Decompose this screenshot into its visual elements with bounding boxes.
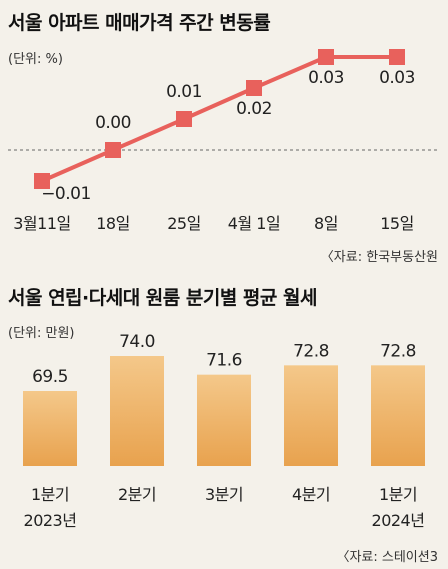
bar-chart-title: 서울 연립·다세대 원룸 분기별 평균 월세 — [8, 287, 317, 309]
line-x-tick-4: 8일 — [314, 214, 338, 233]
line-x-tick-0: 3월11일 — [13, 214, 70, 233]
line-marker-2 — [176, 111, 192, 127]
bar-2 — [197, 374, 251, 466]
line-marker-0 — [34, 173, 50, 189]
line-marker-4 — [318, 49, 334, 65]
bar-chart-source: 〈자료: 스테이션3 — [336, 550, 438, 565]
line-value-label-4: 0.03 — [308, 68, 344, 88]
line-chart: −0.01 0.00 0.01 0.02 0.03 0.03 3월11일 18일 25일 4월 1… — [8, 49, 440, 233]
line-x-tick-2: 25일 — [167, 214, 201, 233]
line-chart-unit: (단위: %) — [8, 52, 63, 67]
line-x-tick-1: 18일 — [96, 214, 130, 233]
bar-value-label-1: 74.0 — [119, 332, 155, 352]
line-value-label-0: −0.01 — [41, 184, 91, 204]
bar-4 — [371, 365, 425, 466]
line-marker-1 — [105, 142, 121, 158]
bar-x-tick-0-0: 1분기 — [31, 485, 69, 504]
line-x-tick-5: 15일 — [380, 214, 414, 233]
bar-x-tick-0-1: 2023년 — [24, 511, 77, 530]
line-x-tick-3: 4월 1일 — [228, 214, 280, 233]
bar-x-tick-2-0: 3분기 — [205, 485, 243, 504]
line-chart-title: 서울 아파트 매매가격 주간 변동률 — [8, 12, 271, 34]
bar-x-tick-3-0: 4분기 — [292, 485, 330, 504]
line-marker-3 — [246, 80, 262, 96]
bar-value-label-0: 69.5 — [32, 367, 68, 387]
line-value-label-2: 0.01 — [166, 82, 202, 102]
line-value-label-1: 0.00 — [95, 113, 131, 133]
line-value-label-5: 0.03 — [379, 68, 415, 88]
bar-0 — [23, 391, 77, 466]
bar-value-label-3: 72.8 — [293, 341, 329, 361]
bar-x-tick-4-1: 2024년 — [372, 511, 425, 530]
line-value-label-3: 0.02 — [236, 99, 272, 119]
bar-x-tick-1-0: 2분기 — [118, 485, 156, 504]
bar-3 — [284, 365, 338, 466]
bar-value-label-4: 72.8 — [380, 341, 416, 361]
bar-1 — [110, 356, 164, 466]
bar-value-label-2: 71.6 — [206, 351, 242, 371]
line-chart-source: 〈자료: 한국부동산원 — [320, 250, 438, 265]
bar-x-tick-4-0: 1분기 — [379, 485, 417, 504]
line-series — [41, 55, 397, 183]
bar-chart-unit: (단위: 만원) — [8, 326, 75, 341]
line-marker-5 — [389, 49, 405, 65]
